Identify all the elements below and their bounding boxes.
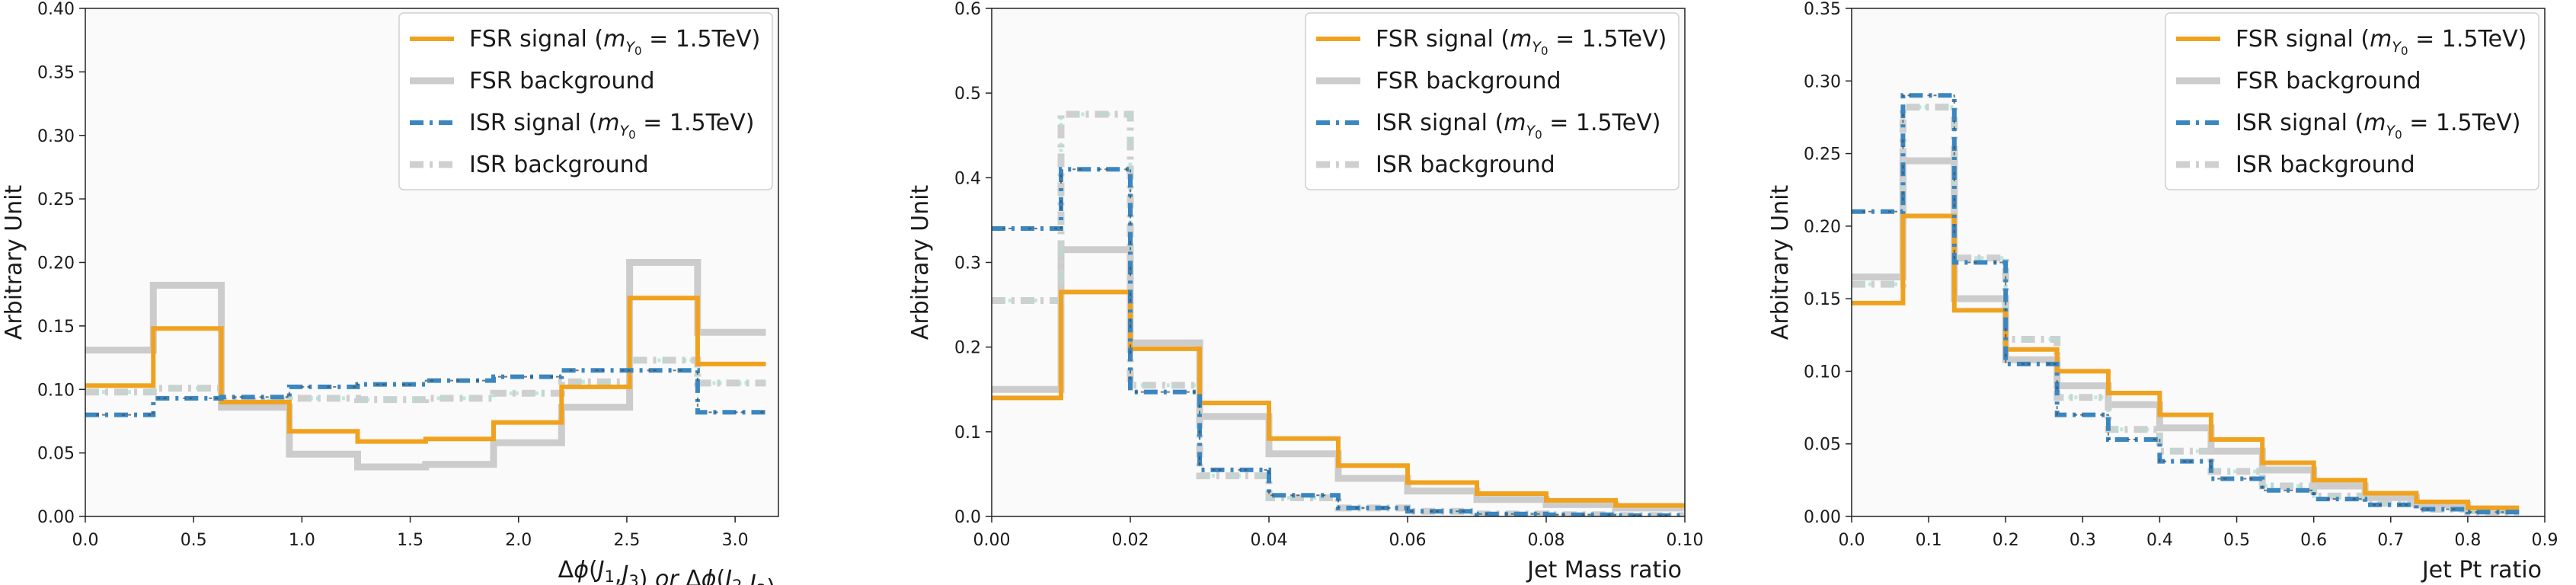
x-axis-label: Δϕ(J1,J3) or Δϕ(J2,J3)	[558, 557, 775, 585]
y-tick-label: 0.00	[37, 508, 75, 527]
series-line-1	[1852, 157, 2520, 514]
y-tick-label: 0.25	[1804, 145, 1841, 165]
y-tick-label: 0.5	[954, 85, 981, 104]
series-line-accent-2	[1852, 94, 2520, 513]
y-tick-label: 0.10	[1804, 363, 1841, 382]
series-line-0	[85, 296, 766, 444]
series-line-accent-2	[992, 168, 1685, 516]
x-tick-label: 0.0	[72, 531, 99, 550]
x-tick-label: 0.6	[2300, 531, 2327, 550]
y-tick-label: 0.35	[1804, 0, 1841, 19]
x-tick-label: 0.5	[181, 531, 207, 550]
x-tick-label: 0.00	[973, 531, 1011, 550]
legend-label: ISR signal (mY0 = 1.5TeV)	[2236, 110, 2521, 142]
y-tick-label: 0.15	[1804, 290, 1841, 309]
legend-box	[2165, 12, 2539, 190]
y-tick-label: 0.30	[37, 127, 75, 146]
legend-label: FSR background	[1376, 68, 1561, 94]
legend-label: ISR background	[2236, 152, 2415, 178]
legend-label: FSR signal (mY0 = 1.5TeV)	[469, 26, 760, 58]
y-tick-label: 0.3	[954, 254, 981, 273]
series-line-1	[85, 259, 766, 471]
histogram-lines	[85, 259, 766, 471]
axes-frame	[1851, 8, 2546, 517]
legend: FSR signal (mY0 = 1.5TeV) FSR background I…	[1305, 12, 1680, 190]
x-tick-label: 0.04	[1251, 531, 1288, 550]
x-tick-label: 0.08	[1528, 531, 1565, 550]
x-tick-label: 0.4	[2146, 531, 2173, 550]
y-tick-label: 0.2	[954, 339, 981, 358]
legend-label: ISR signal (mY0 = 1.5TeV)	[469, 110, 755, 142]
x-tick-label: 1.5	[397, 531, 423, 550]
y-tick-label: 0.10	[37, 381, 75, 400]
x-tick-label: 0.2	[1993, 531, 2019, 550]
y-tick-label: 0.1	[954, 424, 981, 443]
x-tick-label: 0.9	[2532, 531, 2558, 550]
x-tick-label: 3.0	[722, 531, 749, 550]
x-tick-label: 2.0	[505, 531, 532, 550]
y-axis-label: Arbitrary Unit	[1767, 185, 1794, 340]
x-tick-label: 0.02	[1112, 531, 1149, 550]
chart-panel-3: 0.00 0.05 0.10 0.15 0.20 0.25 0.30 0.35 0.0 0.1 0.…	[1767, 0, 2558, 583]
y-tick-label: 0.20	[1804, 218, 1841, 237]
legend-label: ISR background	[469, 152, 649, 178]
x-tick-label: 2.5	[613, 531, 640, 550]
histogram-lines	[992, 110, 1685, 516]
y-tick-label: 0.20	[37, 254, 75, 273]
legend-box	[398, 12, 773, 190]
chart-panel-2: 0.0 0.1 0.2 0.3 0.4 0.5 0.6 0.00 0.02 0.04 0.06 0.0…	[907, 0, 1703, 583]
legend-label: FSR background	[2236, 68, 2421, 94]
x-tick-label: 0.1	[1916, 531, 1942, 550]
x-tick-label: 0.10	[1667, 531, 1704, 550]
y-tick-label: 0.40	[37, 0, 75, 19]
x-tick-label: 0.0	[1839, 531, 1865, 550]
legend-label: ISR background	[1376, 152, 1555, 178]
y-tick-label: 0.15	[37, 318, 75, 337]
legend-label: ISR signal (mY0 = 1.5TeV)	[1376, 110, 1661, 142]
x-tick-label: 0.7	[2377, 531, 2404, 550]
y-tick-label: 0.00	[1804, 508, 1841, 527]
histogram-lines	[1852, 93, 2520, 516]
legend-label: FSR background	[469, 68, 655, 94]
x-axis-label: Jet Pt ratio	[2421, 557, 2542, 583]
y-axis-label: Arbitrary Unit	[907, 185, 934, 340]
y-tick-label: 0.25	[37, 190, 75, 209]
x-tick-label: 0.8	[2454, 531, 2481, 550]
y-tick-label: 0.4	[954, 169, 981, 188]
series-line-0	[1852, 213, 2520, 510]
series-line-accent-2	[85, 369, 766, 416]
y-tick-label: 0.0	[954, 508, 981, 527]
chart-panel-1: 0.00 0.05 0.10 0.15 0.20 0.25 0.30 0.35 0.40 0.0 0…	[1, 0, 779, 585]
x-tick-label: 0.06	[1389, 531, 1427, 550]
y-tick-label: 0.05	[1804, 436, 1841, 455]
legend: FSR signal (mY0 = 1.5TeV) FSR background I…	[398, 12, 773, 190]
x-tick-label: 0.3	[2069, 531, 2096, 550]
y-tick-label: 0.6	[954, 0, 981, 19]
x-tick-label: 0.5	[2223, 531, 2250, 550]
legend-box	[1305, 12, 1680, 190]
x-tick-label: 1.0	[289, 531, 315, 550]
y-axis-label: Arbitrary Unit	[1, 185, 27, 340]
legend: FSR signal (mY0 = 1.5TeV) FSR background I…	[2165, 12, 2539, 190]
legend-label: FSR signal (mY0 = 1.5TeV)	[1376, 26, 1667, 58]
y-tick-label: 0.30	[1804, 72, 1841, 91]
series-line-2	[992, 167, 1685, 516]
x-axis-label: Jet Mass ratio	[1526, 557, 1682, 583]
y-tick-label: 0.35	[37, 63, 75, 82]
legend-label: FSR signal (mY0 = 1.5TeV)	[2236, 26, 2526, 58]
y-tick-label: 0.05	[37, 445, 75, 464]
